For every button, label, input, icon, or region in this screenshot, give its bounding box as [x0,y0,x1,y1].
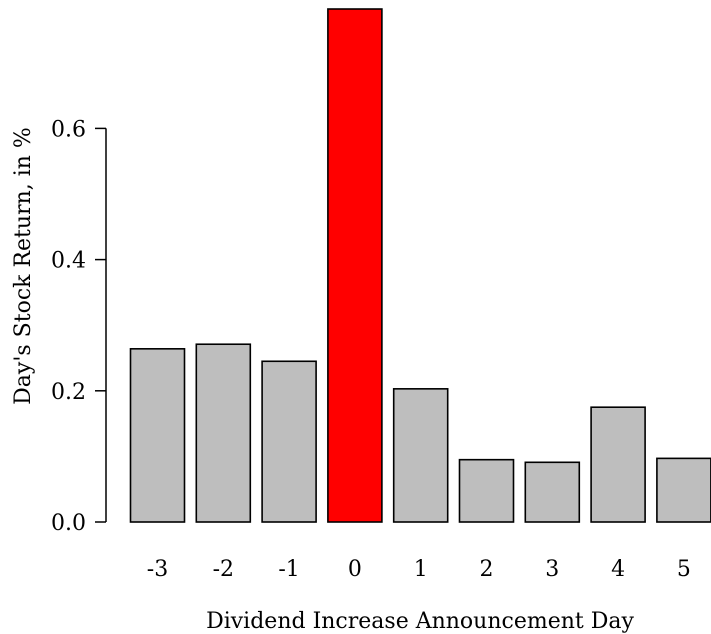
bar-day-4 [590,406,646,523]
x-tick-label: -3 [147,557,168,582]
x-axis-title: Dividend Increase Announcement Day [206,609,634,634]
y-ticks: 0.0 0.2 0.4 0.6 [51,117,106,536]
y-axis-title: Day's Stock Return, in % [11,127,36,405]
x-tick-label: 4 [611,557,625,582]
y-axis: 0.0 0.2 0.4 0.6 [51,117,107,536]
bar-day--1 [261,360,317,523]
x-tick-label: -1 [278,557,299,582]
bar-day--3 [129,348,186,523]
bar-day-3 [524,461,581,523]
y-tick-label: 0.4 [51,249,86,274]
x-tick-labels: -3 -2 -1 0 1 2 3 4 5 [147,557,691,582]
x-tick-label: 2 [480,557,494,582]
x-tick-label: -2 [213,557,234,582]
bar-day-5 [656,457,711,523]
y-tick-label: 0.2 [51,380,86,405]
y-tick-label: 0.6 [51,117,86,142]
bar-day-1 [392,388,449,523]
x-tick-label: 1 [414,557,428,582]
bar-day-2 [458,458,515,523]
bar-day--2 [195,343,252,523]
bar-day-0 [327,8,383,523]
bars [129,8,711,523]
x-tick-label: 3 [545,557,559,582]
x-tick-label: 0 [348,557,362,582]
y-tick-label: 0.0 [51,511,86,536]
x-tick-label: 5 [677,557,691,582]
